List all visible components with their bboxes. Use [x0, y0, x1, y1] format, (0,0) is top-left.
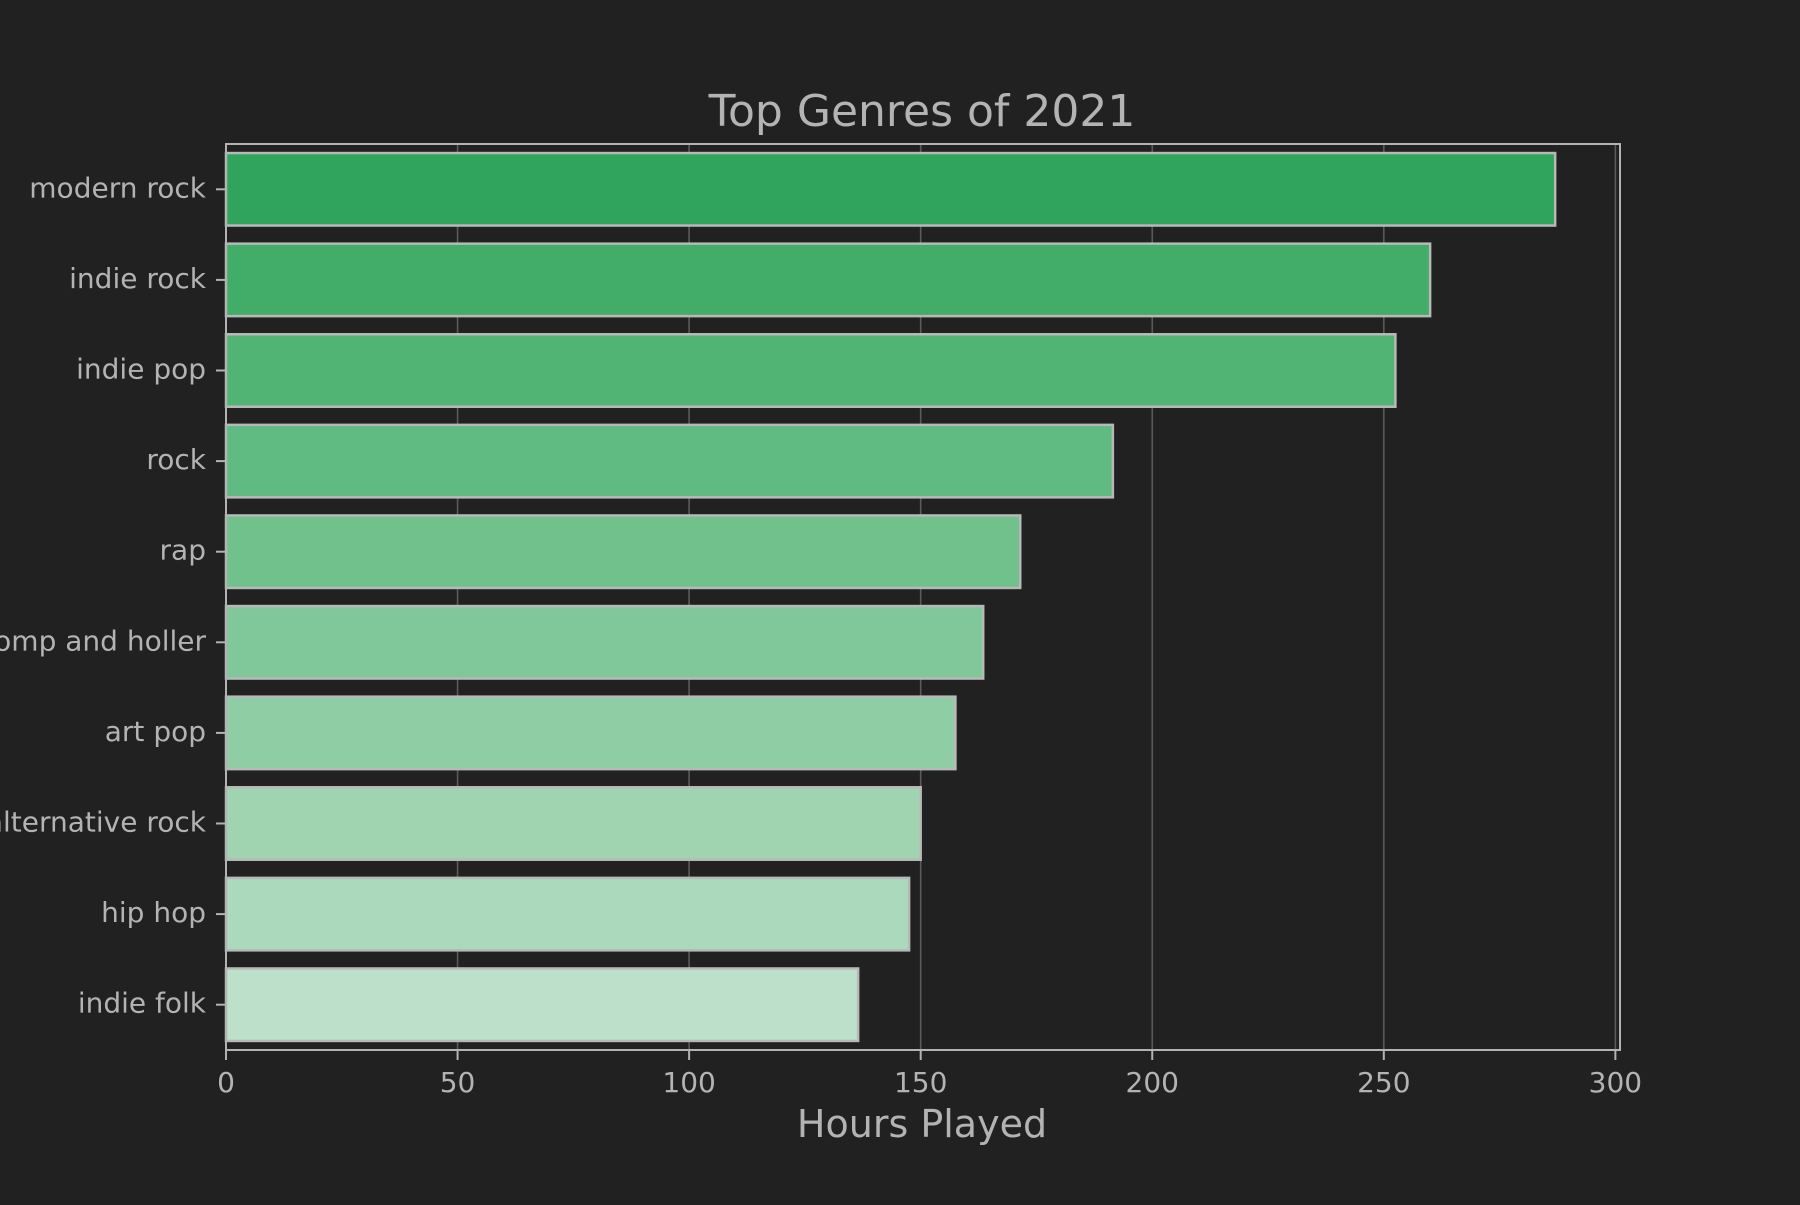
plot-frame	[225, 143, 1621, 1051]
x-axis-label: Hours Played	[797, 1102, 1047, 1146]
chart-title: Top Genres of 2021	[708, 86, 1136, 137]
x-tick-label: 50	[440, 1066, 476, 1099]
bar	[224, 786, 922, 861]
y-tick-label: stomp and holler	[0, 624, 206, 657]
x-tick-label: 100	[662, 1066, 715, 1099]
x-tick-label: 250	[1357, 1066, 1410, 1099]
x-tick-label: 200	[1126, 1066, 1179, 1099]
y-axis-ticks: modern rock indie rock indie pop rock rap sto…	[0, 171, 226, 1020]
bar	[224, 967, 860, 1043]
bar	[224, 151, 1557, 227]
bar	[224, 695, 957, 771]
y-tick-label: indie folk	[78, 987, 207, 1020]
y-tick-label: alternative rock	[0, 806, 207, 839]
bar	[224, 333, 1397, 408]
y-tick-label: art pop	[105, 715, 206, 748]
x-tick-label: 0	[217, 1066, 235, 1099]
y-tick-label: indie pop	[76, 353, 206, 386]
y-tick-label: rap	[160, 534, 206, 567]
bar	[224, 423, 1115, 499]
bars	[224, 151, 1557, 1043]
y-tick-label: modern rock	[29, 171, 206, 204]
y-tick-label: indie rock	[69, 262, 207, 295]
y-tick-label: rock	[146, 443, 206, 476]
bar	[224, 876, 911, 952]
x-axis-ticks: 0 50 100 150 200 250 300	[217, 1050, 1642, 1099]
x-tick-label: 150	[894, 1066, 947, 1099]
bar	[224, 242, 1432, 318]
x-tick-label: 300	[1589, 1066, 1642, 1099]
bar	[224, 604, 985, 680]
bar	[224, 514, 1022, 590]
y-tick-label: hip hop	[101, 896, 206, 929]
